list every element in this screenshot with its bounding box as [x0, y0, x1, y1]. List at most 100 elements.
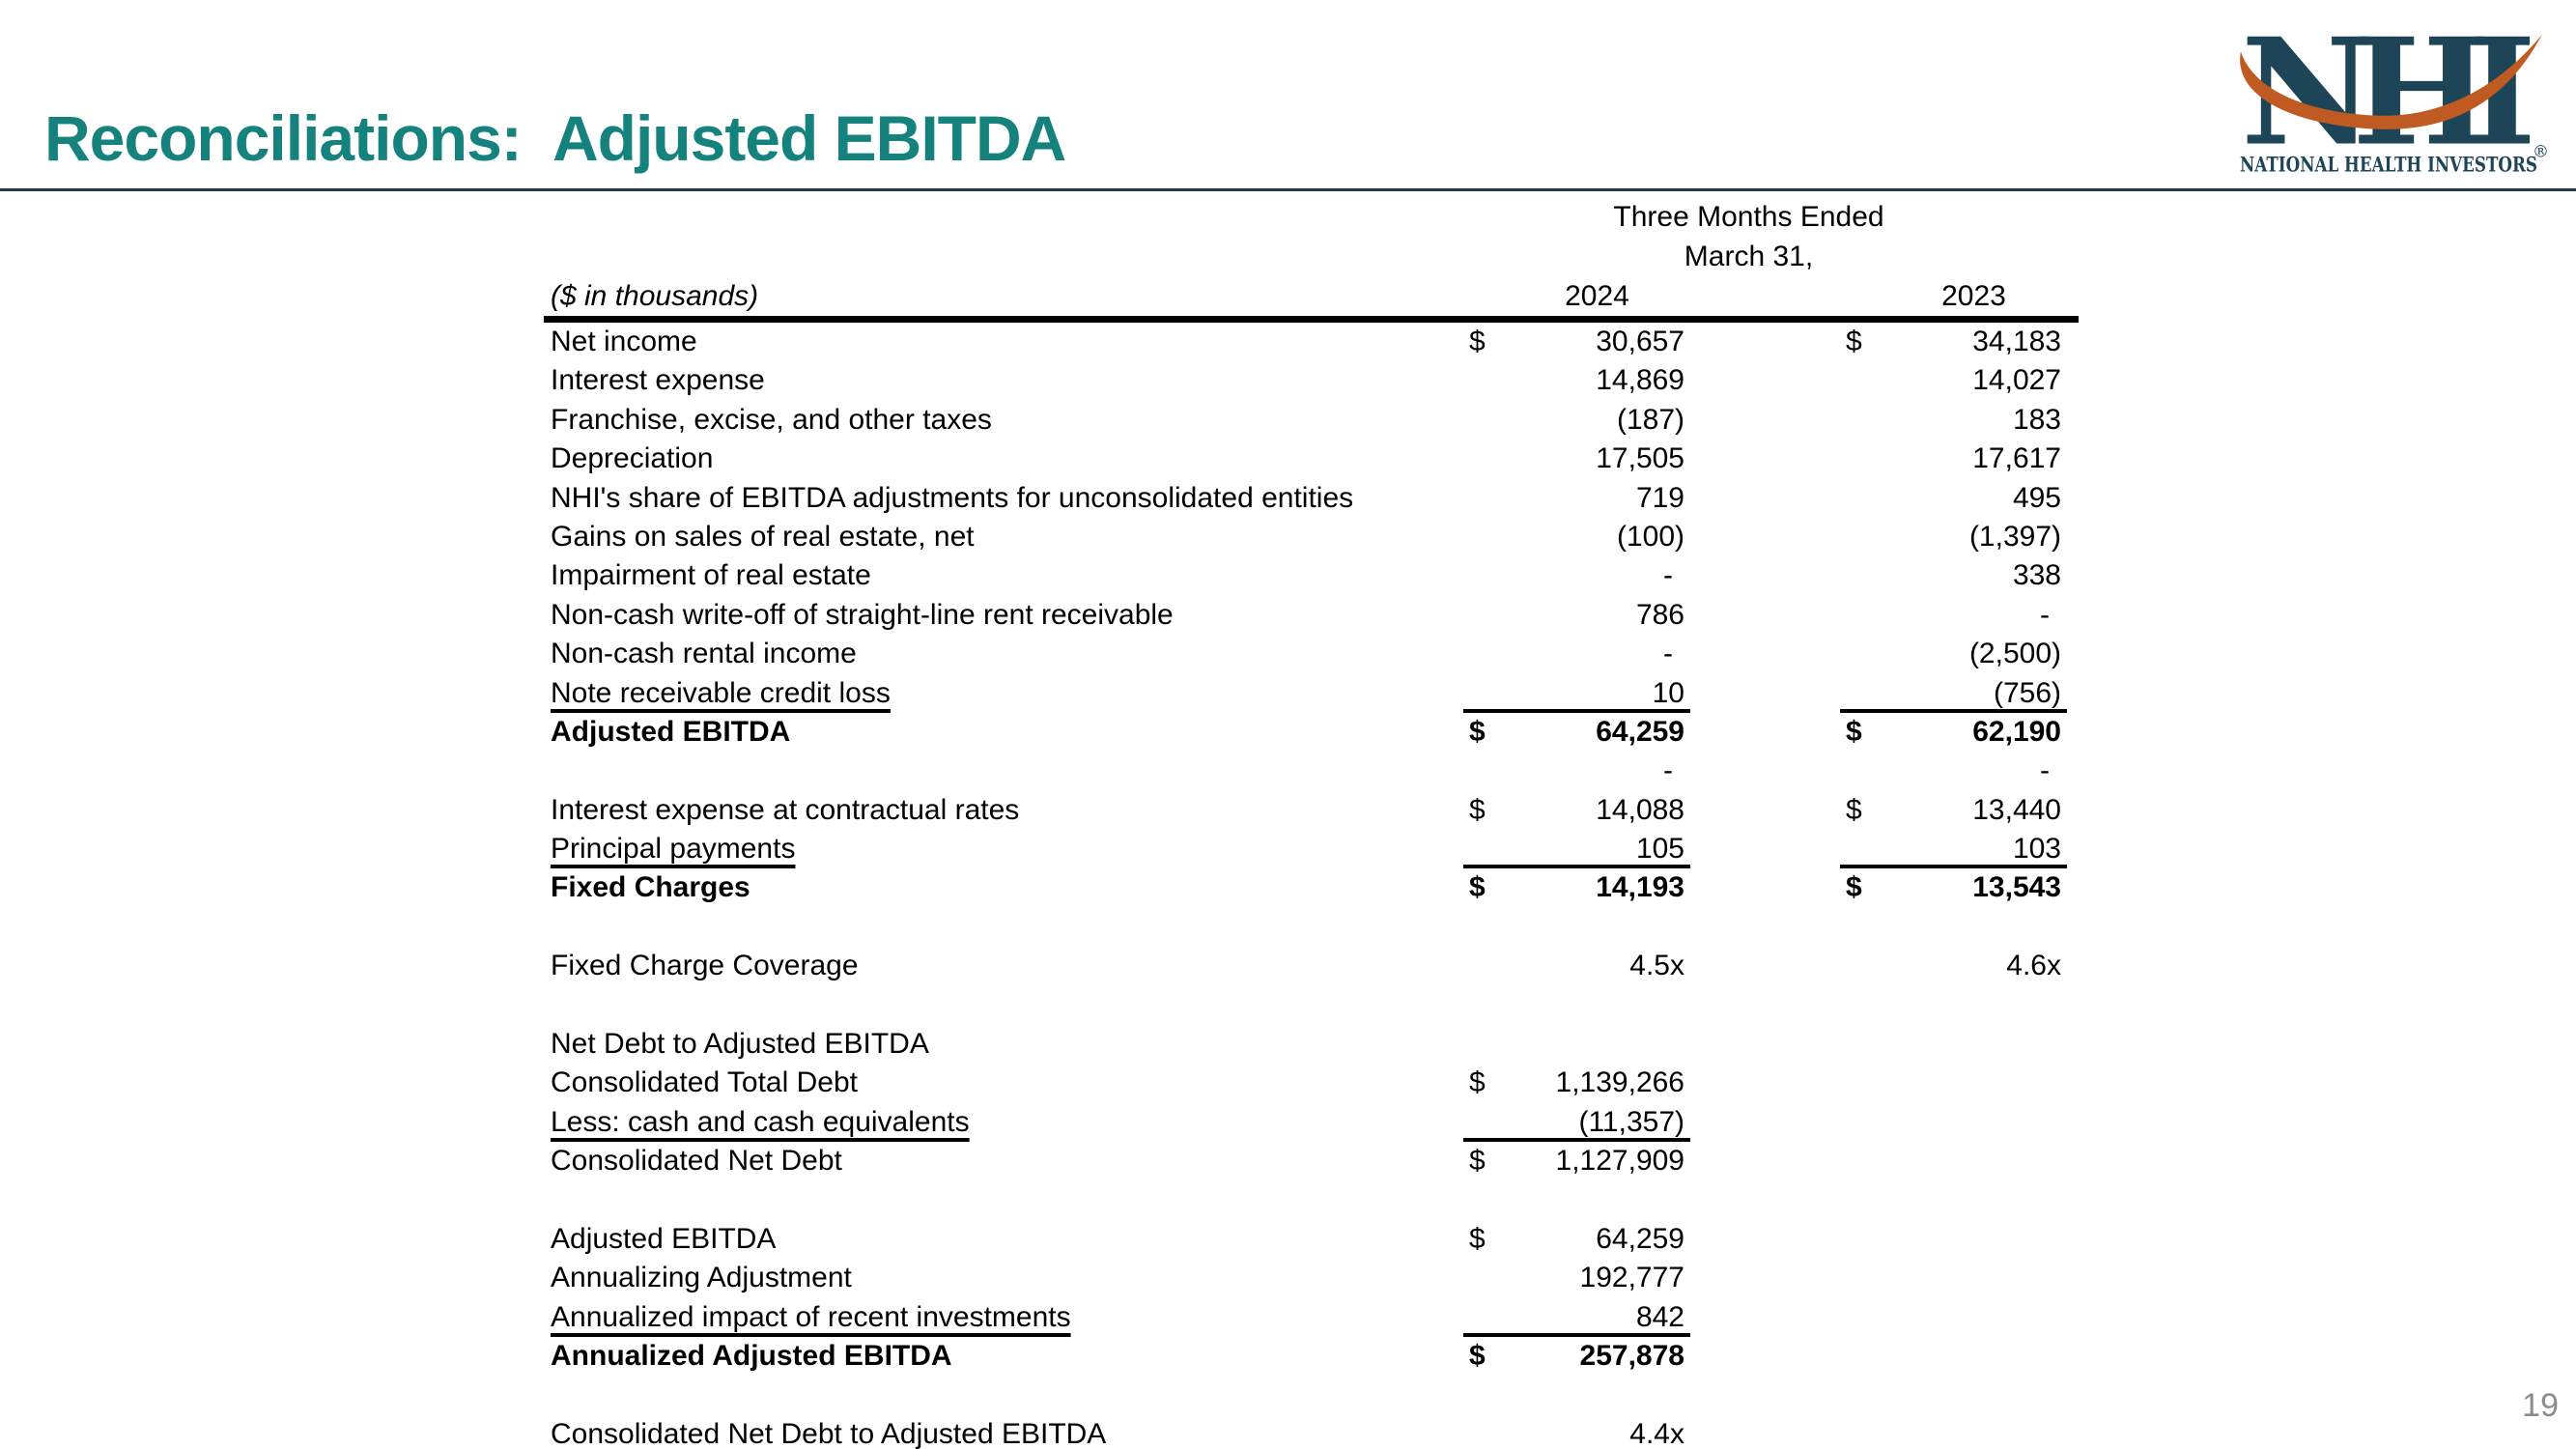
value-cell-2024: $257,878	[1463, 1337, 1690, 1376]
value-cell-2024: 14,869	[1463, 361, 1690, 400]
row-label: Consolidated Net Debt to Adjusted EBITDA	[551, 1417, 1107, 1449]
table-row: Adjusted EBITDA $64,259	[544, 1220, 2079, 1259]
table-row: Less: cash and cash equivalents (11,357)	[544, 1103, 2079, 1143]
value-cell-2024	[1463, 986, 1690, 1025]
row-label: Net income	[551, 326, 697, 357]
value-cell-2023	[1840, 1142, 2067, 1180]
value-text: 338	[2012, 559, 2061, 592]
table-row: Net Debt to Adjusted EBITDA	[544, 1025, 2079, 1064]
units-note: ($ in thousands)	[551, 280, 759, 312]
value-cell-2023: (1,397)	[1840, 518, 2067, 556]
table-row: Consolidated Net Debt $1,127,909	[544, 1142, 2079, 1180]
value-text: 64,259	[1596, 1222, 1684, 1255]
row-label-cell: Net income	[544, 323, 1463, 361]
table-row: Consolidated Total Debt $1,139,266	[544, 1064, 2079, 1102]
row-label-cell: Consolidated Total Debt	[544, 1064, 1463, 1102]
value-cell-2024: (11,357)	[1463, 1103, 1690, 1143]
value-cell-2024	[1463, 1025, 1690, 1064]
table-row: Interest expense 14,869 14,027	[544, 361, 2079, 400]
value-cell-2023: -	[1840, 596, 2067, 635]
logo-swoosh-icon	[2240, 34, 2542, 129]
table-row: Depreciation 17,505 17,617	[544, 440, 2079, 478]
dollar-sign: $	[1469, 715, 1486, 748]
value-text: 4.5x	[1629, 950, 1684, 982]
table-row: Gains on sales of real estate, net (100) (…	[544, 518, 2079, 556]
row-label-cell: Impairment of real estate	[544, 556, 1463, 595]
table-body: Net income $30,657 $34,183 Interest expense…	[544, 323, 2079, 1449]
table-row: Interest expense at contractual rates $14…	[544, 791, 2079, 830]
value-cell-2024: 4.5x	[1463, 947, 1690, 985]
value-cell-2024: 10	[1463, 674, 1690, 713]
dollar-sign: $	[1469, 1145, 1486, 1178]
value-cell-2023	[1840, 1064, 2067, 1102]
value-cell-2024: -	[1463, 556, 1690, 595]
value-cell-2023	[1840, 1377, 2067, 1415]
table-row: Annualized impact of recent investments 8…	[544, 1298, 2079, 1338]
value-cell-2024: 842	[1463, 1298, 1690, 1338]
table-column-header-row: ($ in thousands) 2024 2023	[544, 276, 2079, 316]
value-text: 17,617	[1972, 442, 2061, 475]
table-row: Consolidated Net Debt to Adjusted EBITDA…	[544, 1415, 2079, 1449]
row-label: Franchise, excise, and other taxes	[551, 403, 992, 436]
row-label: Net Debt to Adjusted EBITDA	[551, 1028, 929, 1061]
dollar-sign: $	[1469, 1066, 1486, 1099]
value-cell-2024: $64,259	[1463, 1220, 1690, 1259]
col-header-2024: 2024	[1565, 280, 1629, 312]
value-text: 1,139,266	[1555, 1066, 1684, 1099]
value-cell-2023	[1840, 1298, 2067, 1337]
value-cell-2024: $30,657	[1463, 323, 1690, 361]
value-cell-2024: 4.4x	[1463, 1415, 1690, 1449]
row-label-cell: Consolidated Net Debt to Adjusted EBITDA	[544, 1415, 1463, 1449]
row-label: Fixed Charges	[551, 871, 750, 904]
table-row: Principal payments 105 103	[544, 830, 2079, 869]
row-label-cell: Non-cash rental income	[544, 635, 1463, 673]
value-cell-2024: $1,127,909	[1463, 1142, 1690, 1180]
row-label-cell: Non-cash write-off of straight-line rent…	[544, 596, 1463, 635]
value-text: 13,543	[1972, 871, 2061, 904]
value-cell-2023: (2,500)	[1840, 635, 2067, 673]
value-cell-2023	[1840, 908, 2067, 947]
value-cell-2023: 183	[1840, 401, 2067, 440]
row-label: Interest expense at contractual rates	[551, 793, 1020, 826]
value-cell-2023: $34,183	[1840, 323, 2067, 361]
table-row: Impairment of real estate - 338	[544, 556, 2079, 595]
value-cell-2024	[1463, 1377, 1690, 1415]
row-label-cell: Consolidated Net Debt	[544, 1142, 1463, 1180]
value-cell-2024: $14,088	[1463, 791, 1690, 830]
row-label: Non-cash write-off of straight-line rent…	[551, 598, 1174, 631]
title-rule	[0, 188, 2576, 191]
row-label-cell: Franchise, excise, and other taxes	[544, 401, 1463, 440]
value-cell-2024: $64,259	[1463, 713, 1690, 752]
value-cell-2023: 4.6x	[1840, 947, 2067, 985]
table-row: Non-cash rental income - (2,500)	[544, 635, 2079, 673]
value-cell-2024: $14,193	[1463, 868, 1690, 907]
value-cell-2023: (756)	[1840, 674, 2067, 713]
value-cell-2024: (187)	[1463, 401, 1690, 440]
value-cell-2023	[1840, 986, 2067, 1025]
row-label: Fixed Charge Coverage	[551, 950, 859, 982]
row-label: Non-cash rental income	[551, 638, 857, 670]
row-label: Less: cash and cash equivalents	[551, 1105, 970, 1138]
value-cell-2024	[1463, 1181, 1690, 1220]
value-cell-2024: 105	[1463, 830, 1690, 869]
row-label-cell: Annualized impact of recent investments	[544, 1298, 1463, 1337]
table-group-header-row1: Three Months Ended	[544, 197, 2079, 237]
row-label: Annualized impact of recent investments	[551, 1300, 1071, 1333]
value-cell-2023: 495	[1840, 479, 2067, 518]
row-label: Consolidated Net Debt	[551, 1145, 842, 1178]
value-cell-2024: 192,777	[1463, 1259, 1690, 1297]
row-label: Adjusted EBITDA	[551, 715, 791, 748]
value-text: (187)	[1616, 403, 1684, 436]
dollar-sign: $	[1469, 793, 1486, 826]
value-text: 64,259	[1596, 715, 1684, 748]
row-label-cell: Fixed Charge Coverage	[544, 947, 1463, 985]
header-thick-rule	[544, 316, 2079, 323]
dollar-sign: $	[1846, 793, 1862, 826]
value-text: 192,777	[1579, 1262, 1684, 1294]
row-label-cell: Interest expense at contractual rates	[544, 791, 1463, 830]
row-label: NHI's share of EBITDA adjustments for un…	[551, 481, 1354, 514]
row-label: Interest expense	[551, 364, 765, 397]
value-text: -	[1663, 754, 1673, 787]
value-cell-2023	[1840, 1259, 2067, 1297]
row-label-cell: Annualizing Adjustment	[544, 1259, 1463, 1297]
